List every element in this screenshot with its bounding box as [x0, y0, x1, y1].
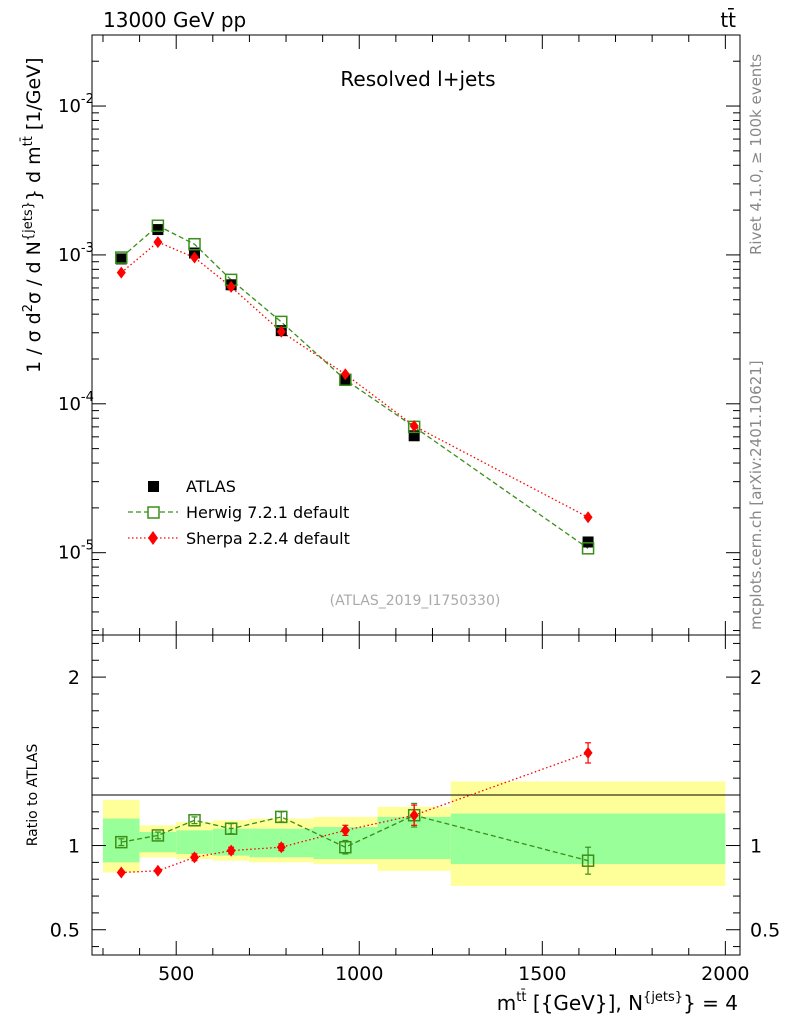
main-y-tick-labels: 10-5 10-4 10-3 10-2 [58, 92, 94, 564]
ratio-herwig-point [275, 810, 288, 824]
x-tick-label: 2000 [701, 963, 749, 985]
herwig-point [151, 219, 165, 233]
analysis-id-label: (ATLAS_2019_I1750330) [330, 593, 501, 609]
ratio-panel: 0.5 0.5 1 1 2 2 500 1000 1500 2000 Ratio to ATLA… [25, 634, 780, 1015]
legend-entry-herwig: Herwig 7.2.1 default [128, 503, 349, 522]
legend-label-sherpa: Sherpa 2.2.4 default [186, 529, 350, 548]
main-y-tick-label: 10-3 [58, 241, 94, 266]
rivet-version-label: Rivet 4.1.0, ≥ 100k events [747, 54, 765, 255]
ratio-sherpa-point [340, 824, 350, 837]
legend-label-atlas: ATLAS [186, 477, 236, 496]
ratio-y-tick-label-right: 0.5 [750, 920, 780, 942]
sherpa-point [409, 419, 419, 432]
ratio-herwig-point [224, 822, 238, 835]
atlas-point [115, 253, 127, 265]
ratio-uncertainty-bands [102, 781, 726, 886]
sherpa-point [340, 368, 350, 381]
herwig-point [115, 251, 128, 264]
legend-marker-herwig [147, 506, 160, 519]
atlas-point [408, 430, 420, 442]
mcplots-label: mcplots.cern.ch [arXiv:2401.10621] [747, 360, 765, 630]
main-title: Resolved l+jets [340, 67, 495, 91]
ratio-sherpa-point [276, 841, 286, 854]
ratio-axis-ticks [92, 635, 740, 955]
x-tick-label: 1000 [335, 963, 383, 985]
process-label: tt̄ [720, 7, 736, 32]
energy-label: 13000 GeV pp [103, 8, 246, 32]
ratio-band-inner [176, 830, 213, 854]
sherpa-point [153, 236, 163, 249]
ratio-sherpa-point [409, 809, 419, 822]
x-tick-label: 500 [158, 963, 194, 985]
main-y-tick-label: 10-4 [58, 390, 94, 415]
ratio-herwig-point [339, 840, 352, 854]
herwig-point [188, 237, 201, 251]
atlas-point [582, 536, 594, 548]
herwig-line [120, 224, 589, 549]
ratio-herwig-point [581, 854, 595, 867]
ratio-y-tick-labels: 0.5 0.5 1 1 2 2 [50, 667, 780, 942]
ratio-sherpa-point [116, 866, 126, 879]
ratio-herwig-point [151, 829, 165, 842]
ratio-sherpa-point [153, 864, 163, 877]
ratio-plot-frame [91, 634, 741, 956]
legend-marker-sherpa [148, 531, 158, 545]
x-axis-label: mtt̄ [{GeV}], N{jets}} = 4 [497, 990, 738, 1015]
legend-label-herwig: Herwig 7.2.1 default [186, 503, 349, 522]
ratio-x-tick-labels: 500 1000 1500 2000 [158, 963, 749, 985]
legend: ATLAS Herwig 7.2.1 default Sherpa 2.2.4 … [128, 477, 350, 548]
ratio-series-layer [115, 742, 595, 879]
ratio-sherpa-point [583, 746, 593, 759]
ratio-y-tick-label-right: 1 [750, 836, 762, 858]
ratio-y-tick-label: 0.5 [50, 920, 80, 942]
sherpa-point [226, 280, 236, 293]
sherpa-point [190, 251, 200, 264]
sherpa-point [583, 511, 593, 524]
legend-marker-atlas [148, 481, 159, 492]
x-tick-label: 1500 [518, 963, 566, 985]
main-series-layer [115, 219, 595, 555]
sherpa-point [116, 266, 126, 279]
sherpa-point [276, 325, 286, 338]
main-y-tick-label: 10-2 [58, 92, 94, 117]
sherpa-line [120, 241, 589, 518]
ratio-y-tick-label-right: 2 [750, 667, 762, 689]
legend-entry-sherpa: Sherpa 2.2.4 default [128, 529, 350, 548]
ratio-y-axis-label: Ratio to ATLAS [25, 744, 41, 847]
ratio-y-tick-label: 1 [68, 836, 80, 858]
main-panel: Resolved l+jets (ATLAS_2019_I1750330) 10… [21, 34, 741, 636]
ratio-sherpa-point [226, 844, 236, 857]
atlas-point [152, 224, 164, 236]
ratio-herwig-point [115, 835, 128, 849]
ratio-sherpa-point [190, 851, 200, 864]
main-y-axis-label: 1 / σ d2σ / d N{jets}} d mtt̄ [1/GeV] [21, 57, 45, 373]
herwig-point [581, 542, 595, 555]
ratio-sherpa-line [121, 752, 589, 874]
legend-entry-atlas: ATLAS [148, 477, 236, 496]
ratio-herwig-point [188, 814, 201, 827]
ratio-y-tick-label: 2 [68, 667, 80, 689]
main-axis-ticks [92, 34, 740, 635]
main-y-tick-label: 10-5 [58, 539, 94, 564]
